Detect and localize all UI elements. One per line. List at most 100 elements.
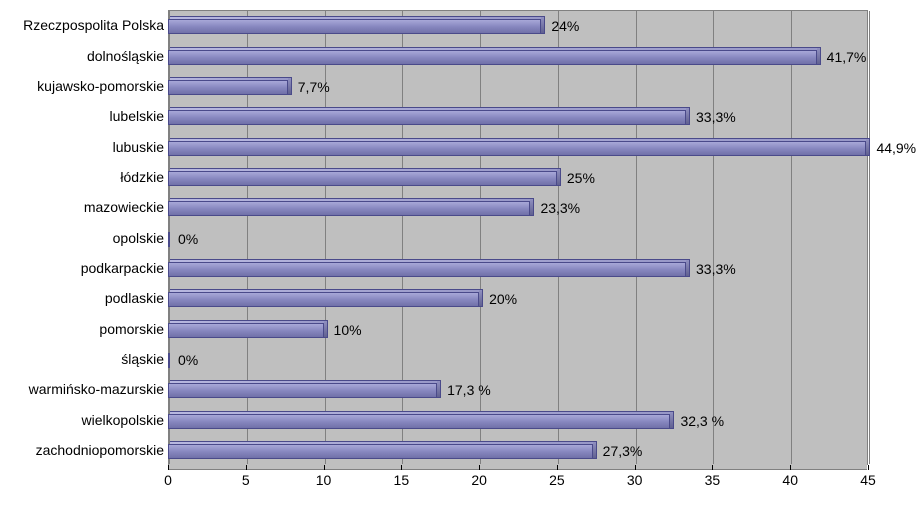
- bar-row: 0%: [168, 229, 868, 247]
- bar-top: [170, 107, 688, 110]
- bar-value-label: 24%: [551, 18, 579, 34]
- bar: [168, 323, 324, 338]
- bar: [168, 383, 437, 398]
- bar-row: 7,7%: [168, 77, 868, 95]
- bar-value-label: 25%: [567, 170, 595, 186]
- bar: [168, 50, 817, 65]
- bar-side: [866, 138, 870, 156]
- bar-value-label: 32,3 %: [680, 413, 724, 429]
- x-tick-mark: [168, 465, 169, 470]
- category-label: łódzkie: [120, 169, 164, 185]
- category-label: warmińsko-mazurskie: [29, 381, 164, 397]
- bar-top: [170, 411, 672, 414]
- bar-row: 25%: [168, 168, 868, 186]
- bar: [168, 232, 170, 247]
- bar: [168, 262, 686, 277]
- bar-side: [541, 16, 545, 34]
- bar-side: [288, 77, 292, 95]
- x-tick-mark: [868, 465, 869, 470]
- x-tick-label: 15: [394, 472, 410, 488]
- category-label: lubelskie: [110, 108, 164, 124]
- category-label: lubuskie: [113, 139, 164, 155]
- bar-value-label: 20%: [489, 291, 517, 307]
- x-tick-mark: [479, 465, 480, 470]
- bar-chart: 24% 41,7% 7,7% 33,3% 44,9% 25% 23,3% 0% 33,3% 20%…: [0, 0, 922, 505]
- bar-value-label: 41,7%: [827, 49, 867, 65]
- bar-side: [479, 289, 483, 307]
- bars-zone: 24% 41,7% 7,7% 33,3% 44,9% 25% 23,3% 0% 33,3% 20%…: [168, 10, 868, 465]
- x-tick-label: 20: [471, 472, 487, 488]
- bar-side: [670, 411, 674, 429]
- bar-top: [170, 259, 688, 262]
- x-tick-label: 25: [549, 472, 565, 488]
- category-label: wielkopolskie: [82, 412, 164, 428]
- category-label: zachodniopomorskie: [36, 442, 164, 458]
- bar-side: [530, 198, 534, 216]
- category-label: Rzeczpospolita Polska: [23, 17, 164, 33]
- category-label: kujawsko-pomorskie: [37, 78, 164, 94]
- bar-value-label: 10%: [334, 322, 362, 338]
- bar-side: [324, 320, 328, 338]
- plot-area: 24% 41,7% 7,7% 33,3% 44,9% 25% 23,3% 0% 33,3% 20%…: [168, 10, 868, 465]
- x-tick-label: 10: [316, 472, 332, 488]
- category-label: mazowieckie: [84, 199, 164, 215]
- bar: [168, 353, 170, 368]
- bar: [168, 110, 686, 125]
- bar: [168, 444, 593, 459]
- bar-row: 17,3 %: [168, 380, 868, 398]
- x-tick-label: 35: [705, 472, 721, 488]
- bar-row: 44,9%: [168, 138, 868, 156]
- bar-top: [170, 138, 868, 141]
- bar-value-label: 33,3%: [696, 261, 736, 277]
- bar-top: [170, 77, 290, 80]
- x-tick-mark: [635, 465, 636, 470]
- x-tick-label: 0: [164, 472, 172, 488]
- category-label: dolnośląskie: [87, 48, 164, 64]
- bar: [168, 292, 479, 307]
- category-label: pomorskie: [99, 321, 164, 337]
- bar: [168, 201, 530, 216]
- x-tick-label: 45: [860, 472, 876, 488]
- bar-top: [170, 16, 543, 19]
- x-tick-mark: [324, 465, 325, 470]
- bar-top: [170, 320, 326, 323]
- bar-value-label: 7,7%: [298, 79, 330, 95]
- bar-value-label: 0%: [178, 231, 198, 247]
- bar-top: [170, 198, 532, 201]
- bar-top: [170, 168, 559, 171]
- category-label: podlaskie: [105, 290, 164, 306]
- bar-row: 41,7%: [168, 47, 868, 65]
- bar-side: [686, 259, 690, 277]
- bar-value-label: 27,3%: [603, 443, 643, 459]
- x-tick-label: 30: [627, 472, 643, 488]
- bar: [168, 414, 670, 429]
- bar-side: [557, 168, 561, 186]
- bar-row: 33,3%: [168, 107, 868, 125]
- bar-side: [437, 380, 441, 398]
- x-tick-mark: [712, 465, 713, 470]
- bar-value-label: 33,3%: [696, 109, 736, 125]
- bar-top: [170, 289, 481, 292]
- bar: [168, 171, 557, 186]
- x-tick-mark: [246, 465, 247, 470]
- bar-side: [593, 441, 597, 459]
- bar-row: 33,3%: [168, 259, 868, 277]
- bar-value-label: 44,9%: [876, 140, 916, 156]
- bar-row: 27,3%: [168, 441, 868, 459]
- bar-top: [170, 380, 439, 383]
- bar-side: [686, 107, 690, 125]
- bar: [168, 141, 866, 156]
- bar-value-label: 0%: [178, 352, 198, 368]
- category-label: podkarpackie: [81, 260, 164, 276]
- bar-value-label: 23,3%: [540, 200, 580, 216]
- x-tick-mark: [557, 465, 558, 470]
- category-label: opolskie: [113, 230, 164, 246]
- bar-row: 20%: [168, 289, 868, 307]
- category-label: śląskie: [121, 351, 164, 367]
- bar: [168, 80, 288, 95]
- bar-top: [170, 47, 819, 50]
- bar-side: [817, 47, 821, 65]
- bar-row: 0%: [168, 350, 868, 368]
- gridline: [869, 11, 870, 464]
- bar-row: 32,3 %: [168, 411, 868, 429]
